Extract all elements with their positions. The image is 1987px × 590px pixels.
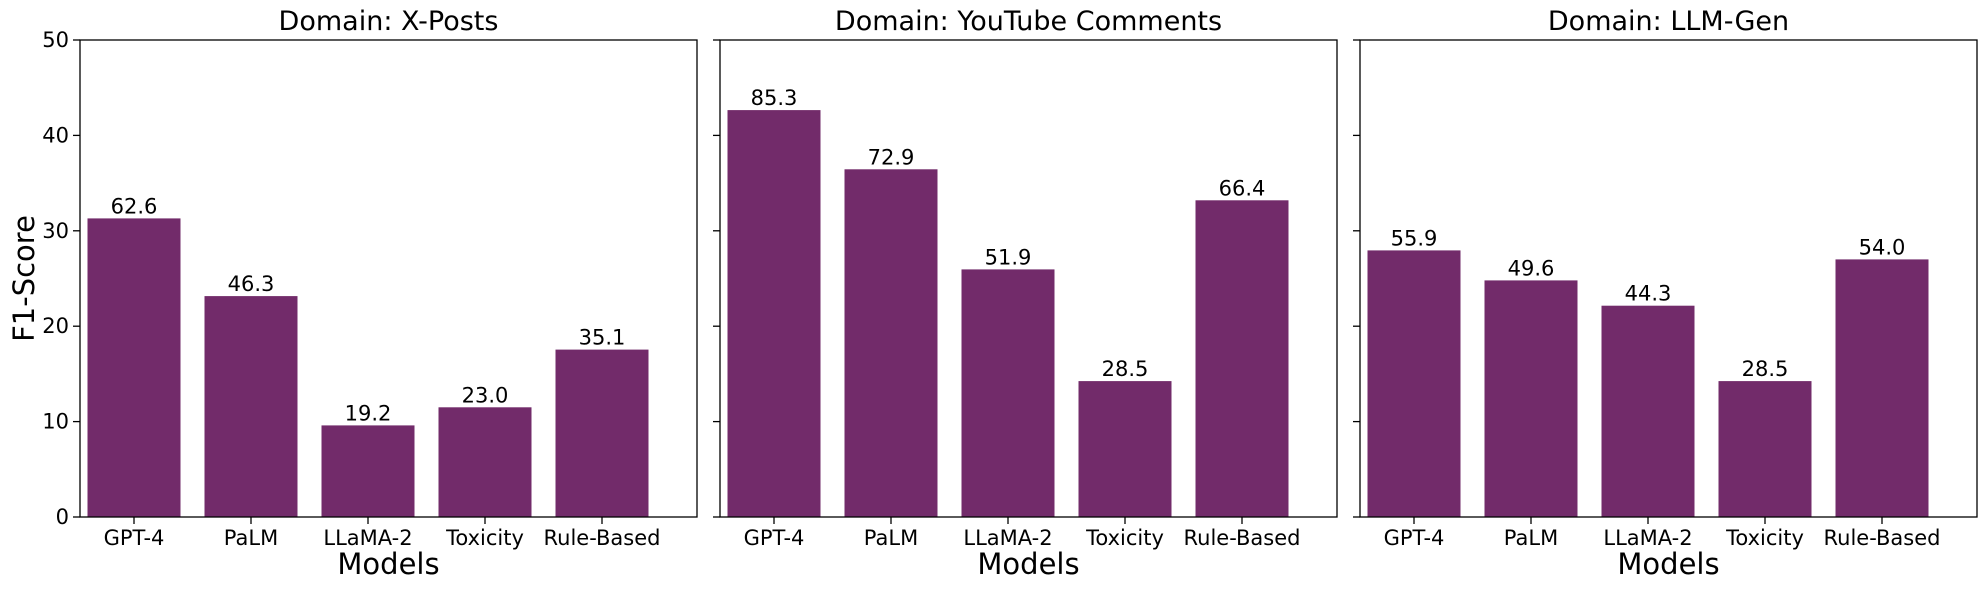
chart-title: Domain: X-Posts — [279, 6, 499, 37]
bar — [87, 218, 181, 517]
bar-value-label: 28.5 — [1102, 357, 1149, 381]
bar — [961, 269, 1055, 517]
x-tick-label: LLaMA-2 — [963, 526, 1052, 550]
y-tick-label: 30 — [42, 219, 69, 243]
x-tick-label: Rule-Based — [1823, 526, 1940, 550]
x-tick-label: PaLM — [1504, 526, 1558, 550]
chart-title: Domain: YouTube Comments — [835, 6, 1222, 37]
y-axis-label: F1-Score — [7, 215, 41, 342]
y-tick-label: 10 — [42, 410, 69, 434]
x-tick-label: Rule-Based — [1183, 526, 1300, 550]
x-tick-label: GPT-4 — [744, 526, 805, 550]
x-tick-label: Rule-Based — [543, 526, 660, 550]
bar-value-label: 51.9 — [985, 245, 1032, 269]
plot-frame — [719, 39, 1338, 518]
x-tick-label: Toxicity — [1085, 526, 1164, 550]
bar-value-label: 49.6 — [1508, 256, 1555, 280]
bar-value-label: 54.0 — [1859, 235, 1906, 259]
bar — [1484, 280, 1578, 517]
chart-title: Domain: LLM-Gen — [1548, 6, 1789, 37]
x-tick-label: PaLM — [224, 526, 278, 550]
bar-value-label: 19.2 — [345, 401, 392, 425]
bar — [1078, 381, 1172, 517]
chart-panel: 85.3 GPT-4 72.9 PaLM 51.9 LLaMA-2 28.5 Toxicity… — [713, 6, 1338, 581]
chart-panel: 55.9 GPT-4 49.6 PaLM 44.3 LLaMA-2 28.5 Toxicity… — [1353, 6, 1978, 581]
plot-frame — [1359, 39, 1978, 518]
x-tick-label: LLaMA-2 — [1603, 526, 1692, 550]
x-axis-label: Models — [337, 547, 439, 581]
bar-value-label: 44.3 — [1625, 282, 1672, 306]
y-tick-label: 0 — [56, 505, 69, 529]
y-tick-label: 40 — [42, 123, 69, 147]
x-axis-label: Models — [1617, 547, 1719, 581]
y-tick-label: 20 — [42, 314, 69, 338]
bar-value-label: 23.0 — [462, 383, 509, 407]
x-tick-label: PaLM — [864, 526, 918, 550]
x-tick-label: Toxicity — [445, 526, 524, 550]
bar — [844, 169, 938, 518]
plot-frame — [79, 39, 698, 518]
bar — [204, 296, 298, 517]
x-axis-label: Models — [977, 547, 1079, 581]
bar — [1601, 305, 1695, 517]
bar-value-label: 72.9 — [868, 145, 915, 169]
bar-value-label: 85.3 — [751, 86, 798, 110]
bar-value-label: 66.4 — [1219, 176, 1266, 200]
y-tick-label: 50 — [42, 28, 69, 52]
chart-panel: 62.6 GPT-4 46.3 PaLM 19.2 LLaMA-2 23.0 Toxicity… — [7, 6, 698, 581]
bar-value-label: 62.6 — [111, 194, 158, 218]
bar — [1195, 200, 1289, 518]
bar-value-label: 28.5 — [1742, 357, 1789, 381]
bar — [727, 110, 821, 517]
x-tick-label: GPT-4 — [104, 526, 165, 550]
bar — [438, 407, 532, 517]
bar-value-label: 55.9 — [1391, 226, 1438, 250]
x-tick-label: GPT-4 — [1384, 526, 1445, 550]
bar — [555, 349, 649, 517]
x-tick-label: Toxicity — [1725, 526, 1804, 550]
bar-value-label: 35.1 — [579, 326, 626, 350]
bar-value-label: 46.3 — [228, 272, 275, 296]
bar — [321, 425, 415, 517]
bar — [1718, 381, 1812, 517]
bar — [1835, 259, 1929, 517]
bar — [1367, 250, 1461, 517]
x-tick-label: LLaMA-2 — [323, 526, 412, 550]
